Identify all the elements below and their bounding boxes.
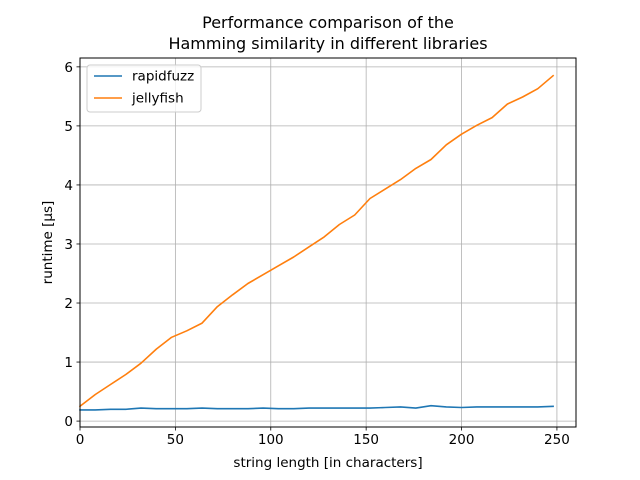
y-tick-label: 3 (64, 237, 73, 253)
x-tick-label: 250 (544, 432, 570, 448)
series-line-jellyfish (78, 74, 555, 408)
plot-frame (79, 57, 577, 428)
series-lines (78, 74, 555, 411)
x-tick-label: 0 (76, 432, 85, 448)
y-tick-label: 2 (64, 296, 73, 312)
legend-label-jellyfish: jellyfish (131, 91, 184, 107)
y-tick-label: 5 (64, 119, 73, 135)
x-tick-label: 150 (353, 432, 379, 448)
x-tick-label: 50 (167, 432, 184, 448)
y-tick-label: 6 (64, 60, 73, 76)
y-axis-label: runtime [µs] (40, 201, 56, 285)
y-tick-label: 1 (64, 355, 73, 371)
legend-label-rapidfuzz: rapidfuzz (132, 69, 194, 85)
chart-title-line-1: Performance comparison of the (202, 13, 454, 32)
legend: rapidfuzz jellyfish (86, 64, 202, 113)
chart-title-line-2: Hamming similarity in different librarie… (168, 34, 487, 53)
x-tick-label: 200 (449, 432, 475, 448)
x-tick-label: 100 (258, 432, 284, 448)
x-axis-label: string length [in characters] (233, 455, 422, 471)
series-line-rapidfuzz (79, 404, 554, 411)
axis-ticks: 0 50 100 150 200 250 0 1 2 3 4 5 6 (64, 60, 569, 448)
y-tick-label: 0 (64, 414, 73, 430)
y-tick-label: 4 (64, 178, 73, 194)
grid (79, 58, 576, 427)
